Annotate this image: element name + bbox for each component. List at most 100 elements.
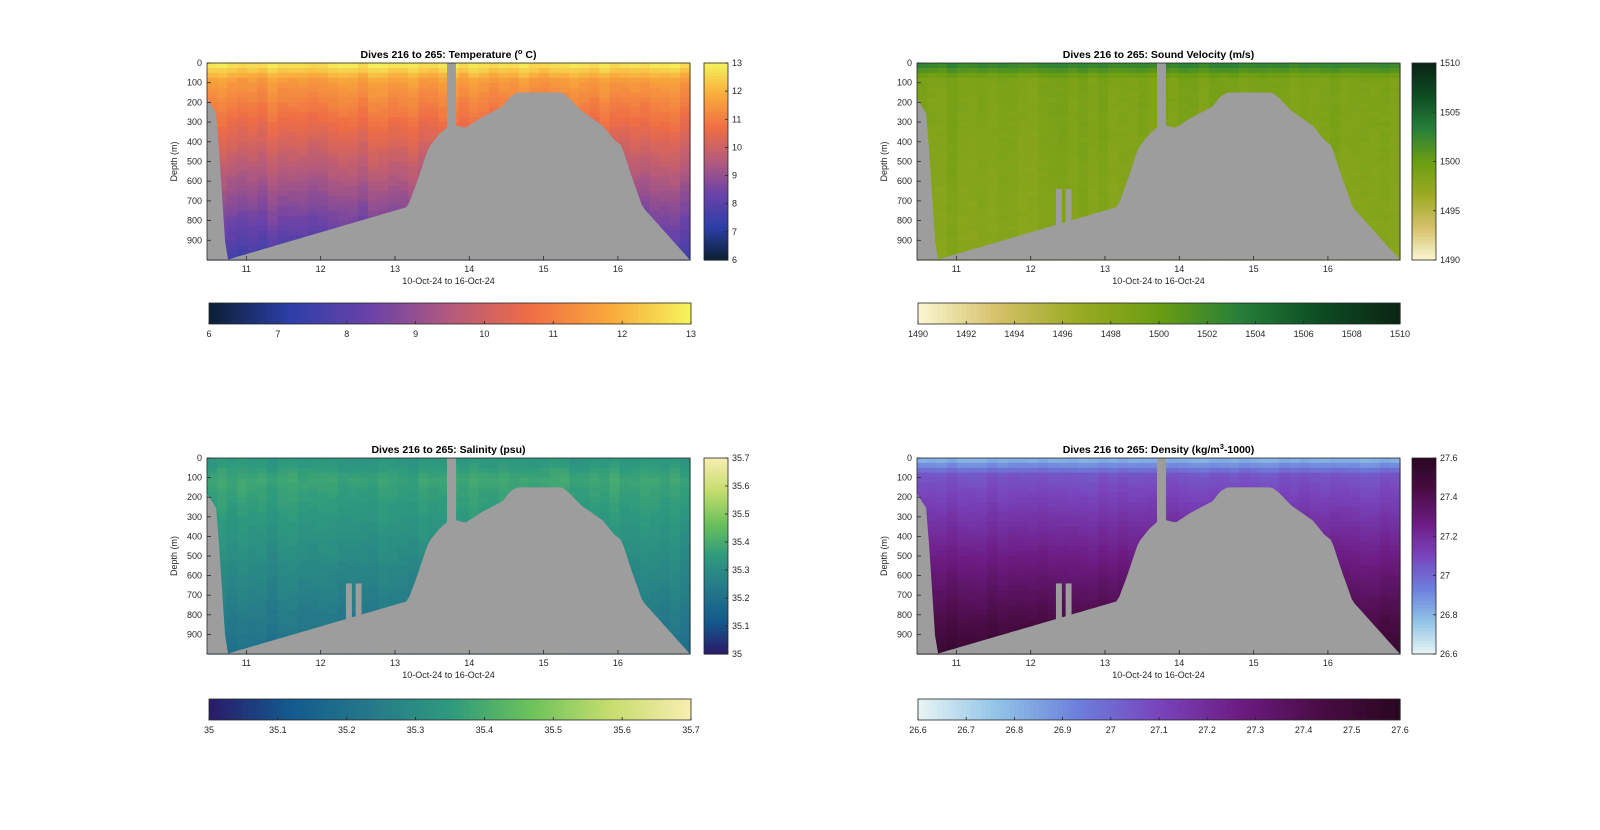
heatmap-cell: [398, 72, 409, 79]
heatmap-cell: [398, 200, 409, 207]
heatmap-cell: [388, 112, 399, 118]
heatmap-cell: [1007, 176, 1019, 182]
heatmap-cell: [639, 141, 651, 148]
heatmap-cell: [247, 595, 258, 601]
heatmap-cell: [247, 536, 258, 542]
no-data-column: [1055, 189, 1062, 260]
colorbar-band: [594, 303, 601, 324]
heatmap-cell: [967, 210, 978, 217]
colorbar-band: [1212, 303, 1218, 324]
heatmap-cell: [237, 181, 248, 187]
heatmap-cell: [1047, 63, 1059, 69]
heatmap-cell: [679, 230, 691, 236]
heatmap-cell: [1067, 72, 1079, 79]
heatmap-cell: [1138, 87, 1150, 94]
heatmap-cell: [669, 200, 681, 207]
heatmap-cell: [227, 181, 238, 187]
heatmap-cell: [257, 67, 268, 74]
heatmap-cell: [927, 156, 938, 163]
heatmap-cell: [679, 72, 691, 79]
colorbar-band: [704, 230, 728, 235]
heatmap-cell: [408, 131, 419, 138]
heatmap-cell: [247, 136, 258, 143]
heatmap-cell: [1088, 186, 1099, 192]
heatmap-cell: [368, 156, 379, 163]
heatmap-cell: [398, 195, 409, 202]
heatmap-cell: [277, 546, 289, 552]
heatmap-cell: [337, 146, 349, 153]
heatmap-cell: [1098, 97, 1109, 103]
heatmap-cell: [217, 462, 228, 469]
heatmap-cell: [347, 482, 359, 488]
heatmap-cell: [327, 107, 339, 113]
heatmap-cell: [337, 570, 349, 577]
heatmap-cell: [398, 166, 409, 172]
colorbar-band: [416, 303, 422, 324]
heatmap-cell: [1389, 112, 1401, 118]
heatmap-cell: [1057, 161, 1069, 168]
colorbar-band: [1101, 303, 1107, 324]
heatmap-cell: [277, 482, 289, 488]
heatmap-cell: [347, 605, 359, 611]
heatmap-cell: [337, 482, 349, 488]
heatmap-cell: [398, 82, 409, 89]
heatmap-cell: [378, 82, 389, 89]
heatmap-cell: [669, 122, 681, 128]
colorbar-band: [1390, 303, 1396, 324]
heatmap-cell: [337, 575, 349, 582]
heatmap-cell: [287, 580, 299, 586]
heatmap-cell: [307, 526, 319, 533]
heatmap-cell: [267, 205, 279, 212]
heatmap-cell: [277, 634, 289, 640]
heatmap-cell: [937, 200, 948, 207]
heatmap-cell: [1339, 151, 1351, 158]
heatmap-cell: [307, 595, 319, 601]
colorbar-band: [1412, 250, 1436, 255]
heatmap-cell: [1329, 146, 1341, 153]
heatmap-cell: [287, 575, 299, 582]
heatmap-cell: [388, 72, 399, 79]
heatmap-cell: [267, 215, 279, 222]
heatmap-cell: [639, 186, 651, 192]
heatmap-cell: [1098, 92, 1109, 99]
heatmap-cell: [297, 166, 309, 172]
colorbar-band: [459, 303, 466, 324]
heatmap-cell: [337, 526, 349, 533]
heatmap-cell: [267, 127, 279, 133]
heatmap-cell: [237, 72, 248, 79]
heatmap-cell: [307, 458, 319, 464]
heatmap-cell: [539, 82, 550, 89]
colorbar-band: [704, 200, 728, 205]
heatmap-cell: [1138, 122, 1150, 128]
colorbar-band: [618, 303, 625, 324]
heatmap-cell: [347, 82, 359, 89]
heatmap-cell: [1118, 146, 1129, 153]
colorbar-band: [1024, 303, 1030, 324]
heatmap-cell: [398, 87, 409, 94]
heatmap-cell: [347, 458, 359, 464]
heatmap-cell: [669, 186, 681, 192]
heatmap-cell: [287, 82, 299, 89]
heatmap-cell: [1118, 176, 1129, 182]
heatmap-cell: [1319, 136, 1331, 143]
heatmap-cell: [957, 92, 968, 99]
heatmap-cell: [1198, 87, 1210, 94]
heatmap-cell: [307, 117, 319, 123]
heatmap-cell: [609, 112, 621, 118]
heatmap-cell: [619, 146, 631, 153]
heatmap-cell: [619, 151, 631, 158]
heatmap-cell: [237, 161, 248, 168]
heatmap-cell: [347, 595, 359, 601]
colorbar-band: [348, 303, 355, 324]
heatmap-cell: [1389, 151, 1401, 158]
heatmap-cell: [247, 467, 258, 474]
heatmap-cell: [217, 77, 228, 84]
heatmap-cell: [257, 624, 268, 631]
heatmap-cell: [347, 87, 359, 94]
heatmap-cell: [1198, 97, 1210, 103]
heatmap-cell: [357, 467, 369, 474]
heatmap-cell: [619, 77, 631, 84]
heatmap-cell: [1017, 181, 1029, 187]
heatmap-cell: [267, 575, 279, 582]
colorbar-band: [319, 303, 326, 324]
